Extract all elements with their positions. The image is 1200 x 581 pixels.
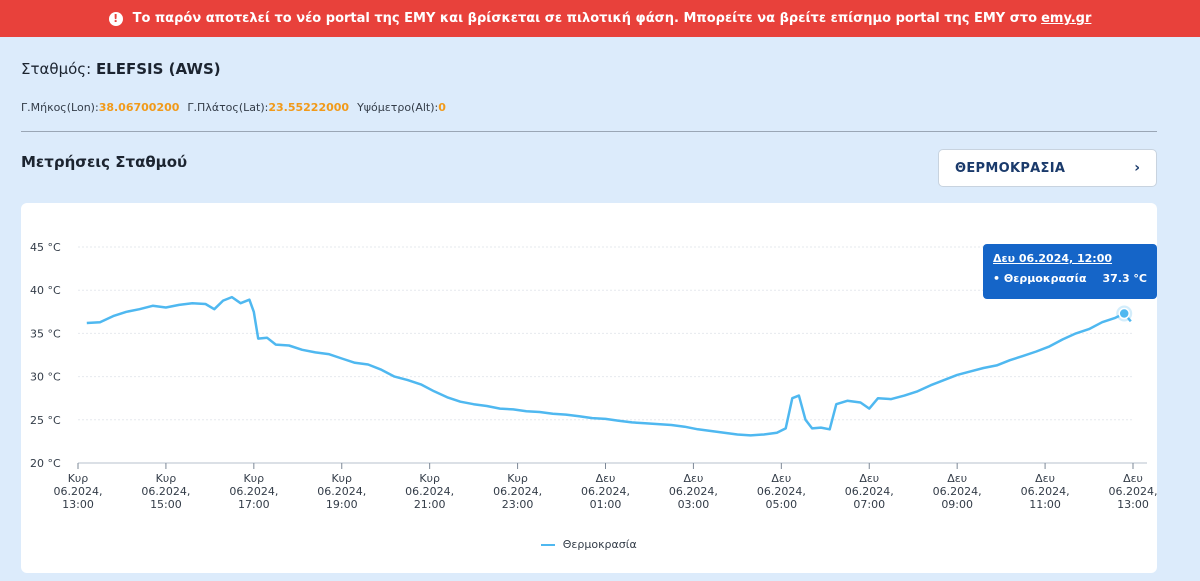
station-heading: Σταθμός: ELEFSIS (AWS) bbox=[21, 60, 221, 78]
x-tick-label: 17:00 bbox=[238, 498, 270, 511]
station-name: ELEFSIS (AWS) bbox=[95, 60, 221, 78]
x-tick-label: 06.2024, bbox=[1021, 485, 1070, 498]
x-tick-label: 06.2024, bbox=[757, 485, 806, 498]
x-tick-label: 06.2024, bbox=[1109, 485, 1157, 498]
legend-swatch bbox=[541, 544, 556, 546]
x-tick-label: Κυρ bbox=[156, 472, 177, 485]
chart-legend[interactable]: Θερμοκρασία bbox=[21, 538, 1157, 551]
alt-label: Υψόμετρο(Alt): bbox=[357, 101, 439, 114]
lon-value: 38.06700200 bbox=[98, 101, 180, 114]
x-tick-label: Κυρ bbox=[331, 472, 352, 485]
temperature-chart[interactable]: 45 °C40 °C35 °C30 °C25 °C20 °CΚυρ06.2024… bbox=[21, 203, 1157, 573]
section-title: Μετρήσεις Σταθμού bbox=[21, 153, 188, 171]
x-tick-label: 11:00 bbox=[1029, 498, 1061, 511]
x-tick-label: 06.2024, bbox=[317, 485, 366, 498]
x-tick-label: 21:00 bbox=[414, 498, 446, 511]
x-tick-label: 13:00 bbox=[62, 498, 94, 511]
x-tick-label: 01:00 bbox=[590, 498, 622, 511]
divider bbox=[21, 131, 1157, 132]
station-prefix: Σταθμός: bbox=[21, 60, 92, 78]
x-tick-label: Δευ bbox=[771, 472, 791, 485]
station-coordinates: Γ.Μήκος(Lon): 38.06700200 Γ.Πλάτος(Lat):… bbox=[21, 101, 454, 114]
y-tick-label: 25 °C bbox=[30, 414, 61, 427]
x-tick-label: Κυρ bbox=[419, 472, 440, 485]
exclamation-icon: ! bbox=[108, 11, 123, 26]
x-tick-label: Δευ bbox=[596, 472, 616, 485]
x-tick-label: 06.2024, bbox=[405, 485, 454, 498]
x-tick-label: Δευ bbox=[683, 472, 703, 485]
alt-value: 0 bbox=[438, 101, 446, 114]
lat-label: Γ.Πλάτος(Lat): bbox=[187, 101, 269, 114]
y-tick-label: 20 °C bbox=[30, 457, 61, 470]
y-tick-label: 35 °C bbox=[30, 327, 61, 340]
x-tick-label: 06.2024, bbox=[54, 485, 103, 498]
x-tick-label: Κυρ bbox=[244, 472, 265, 485]
x-tick-label: 19:00 bbox=[326, 498, 358, 511]
x-tick-label: 06.2024, bbox=[933, 485, 982, 498]
x-tick-label: Δευ bbox=[947, 472, 967, 485]
emy-link[interactable]: emy.gr bbox=[1041, 11, 1092, 26]
tooltip-value: 37.3 °C bbox=[1102, 272, 1147, 285]
tooltip-date: Δευ 06.2024, 12:00 bbox=[993, 252, 1113, 265]
chart-tooltip: Δευ 06.2024, 12:00 • Θερμοκρασία 37.3 °C bbox=[983, 244, 1157, 299]
x-tick-label: 06.2024, bbox=[669, 485, 718, 498]
x-tick-label: 03:00 bbox=[678, 498, 710, 511]
x-tick-label: 23:00 bbox=[502, 498, 534, 511]
x-tick-label: 06.2024, bbox=[141, 485, 190, 498]
x-tick-label: Κυρ bbox=[507, 472, 528, 485]
x-tick-label: 09:00 bbox=[941, 498, 973, 511]
x-tick-label: 07:00 bbox=[853, 498, 885, 511]
temperature-series-line bbox=[86, 295, 1132, 437]
x-tick-label: 15:00 bbox=[150, 498, 182, 511]
x-tick-label: Δευ bbox=[1035, 472, 1055, 485]
highlight-point bbox=[1118, 307, 1130, 320]
x-tick-label: Κυρ bbox=[68, 472, 89, 485]
y-tick-label: 40 °C bbox=[30, 284, 61, 297]
chevron-right-icon: › bbox=[1134, 160, 1140, 176]
x-tick-label: 06.2024, bbox=[845, 485, 894, 498]
x-tick-label: Δευ bbox=[1123, 472, 1143, 485]
x-tick-label: 13:00 bbox=[1117, 498, 1149, 511]
pilot-banner: ! Το παρόν αποτελεί το νέο portal της ΕΜ… bbox=[0, 0, 1200, 37]
x-tick-label: 06.2024, bbox=[229, 485, 278, 498]
x-tick-label: 05:00 bbox=[765, 498, 797, 511]
lon-label: Γ.Μήκος(Lon): bbox=[21, 101, 99, 114]
legend-label: Θερμοκρασία bbox=[562, 538, 637, 551]
parameter-label: ΘΕΡΜΟΚΡΑΣΙΑ bbox=[955, 160, 1066, 176]
x-tick-label: 06.2024, bbox=[493, 485, 542, 498]
lat-value: 23.55222000 bbox=[268, 101, 350, 114]
parameter-select[interactable]: ΘΕΡΜΟΚΡΑΣΙΑ › bbox=[938, 149, 1157, 187]
y-tick-label: 45 °C bbox=[30, 241, 61, 254]
tooltip-series: • Θερμοκρασία bbox=[993, 272, 1087, 285]
banner-text: Το παρόν αποτελεί το νέο portal της ΕΜΥ … bbox=[132, 11, 1038, 26]
x-tick-label: Δευ bbox=[859, 472, 879, 485]
chart-card: 45 °C 40 °C 35 °C 30 °C 25 °C 20 °C Κυρ 06.2024… bbox=[21, 203, 1157, 573]
x-tick-label: 06.2024, bbox=[581, 485, 630, 498]
y-tick-label: 30 °C bbox=[30, 371, 61, 384]
